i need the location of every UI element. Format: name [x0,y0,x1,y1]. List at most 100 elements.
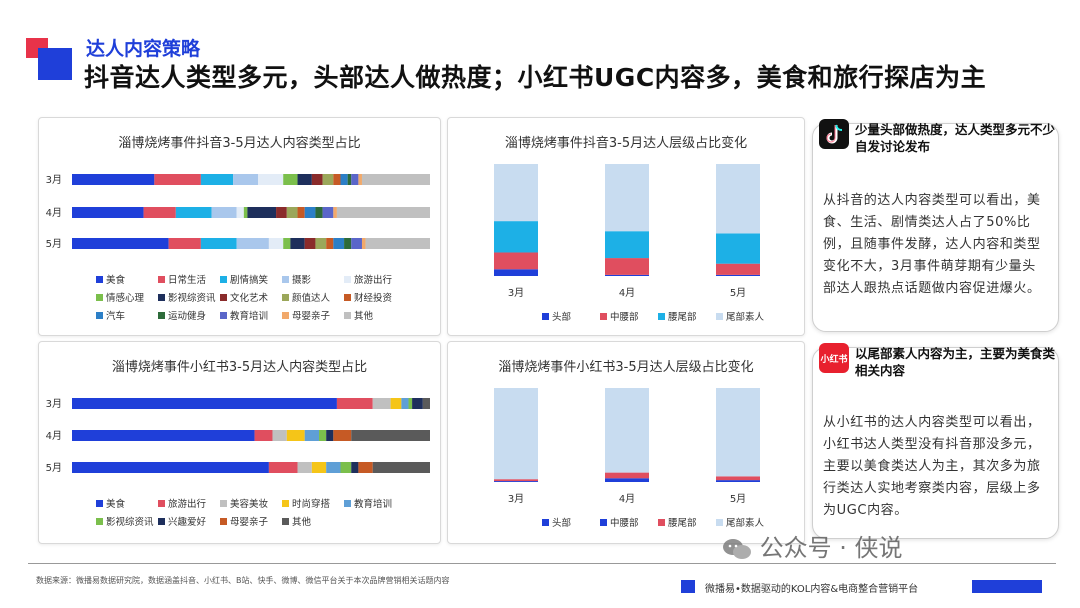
legend-label: 美容美妆 [230,498,269,510]
bar-segment [494,481,538,482]
bar-segment [304,238,316,249]
bar-segment [365,238,430,249]
bar-segment [494,221,538,253]
legend-label: 头部 [552,517,571,529]
bar-segment [716,388,760,477]
legend-label: 美食 [106,498,126,510]
bar-segment [276,207,287,218]
bar-segment [390,398,402,409]
legend-swatch [220,500,227,507]
douyin-content-type-chart: 淄博烧烤事件抖音3-5月达人内容类型占比 3月 4月 5月 美食 日常生活 剧情搞笑 摄影 旅… [38,117,441,336]
bar-segment [347,174,352,185]
bar-segment [361,174,430,185]
legend-label: 旅游出行 [168,498,207,510]
bar-segment [72,174,155,185]
bar-segment [340,462,352,473]
xiaohongshu-icon-text: 小红书 [820,354,848,365]
bar-segment [72,207,144,218]
bar-segment [290,238,305,249]
bar-segment [297,174,312,185]
legend-label: 文化艺术 [230,292,269,304]
section-subtitle: 达人内容策略 [86,38,201,60]
legend-swatch [282,276,289,283]
bar-segment [716,233,760,264]
legend-swatch [658,519,665,526]
legend-swatch [716,519,723,526]
decor-blue-square [38,48,72,80]
legend-label: 摄影 [292,274,312,286]
bar-segment [716,274,760,276]
bar-segment [340,174,348,185]
chart-title: 淄博烧烤事件小红书3-5月达人层级占比变化 [498,360,754,375]
legend-swatch [282,312,289,319]
bar-segment [311,174,323,185]
bar-segment [494,388,538,480]
bar-segment [358,462,373,473]
xhs-insight-card: 小红书 以尾部素人内容为主，主要为美食类相关内容 从小红书的达人内容类型可以看出… [812,343,1059,539]
legend-swatch [96,518,103,525]
legend-label: 中腰部 [610,311,639,323]
bar-segment [322,207,334,218]
legend-label: 其他 [292,516,312,528]
bar-segment [315,238,327,249]
bar-segment [351,238,362,249]
bar-segment [211,207,237,218]
legend-swatch [344,294,351,301]
card-body: 从小红书的达人内容类型可以看出，小红书达人类型没有抖音那没多元，主要以美食类达人… [823,415,1041,518]
legend-swatch [282,500,289,507]
bar-segment [243,207,248,218]
bar-segment [716,476,760,481]
legend-swatch [542,519,549,526]
bar-segment [716,164,760,234]
bar-segment [286,207,298,218]
legend-label: 中腰部 [610,517,639,529]
bar-segment [605,472,649,479]
bar-segment [311,462,327,473]
page-title: 抖音达人类型多元，头部达人做热度；小红书UGC内容多，美食和旅行探店为主 [84,63,987,92]
category-label: 5月 [730,287,746,299]
bar-segment [315,207,323,218]
bar-segment [247,207,277,218]
legend-label: 汽车 [106,310,125,322]
bar-segment [351,430,430,441]
bar-segment [326,238,334,249]
bar-segment [233,174,259,185]
bar-segment [605,231,649,259]
data-source-note: 数据来源：微播易数据研究院，数据涵盖抖音、小红书、B站、快手、微博、微信平台关于… [36,576,450,585]
legend-swatch [344,500,351,507]
legend-label: 美食 [106,274,126,286]
chart-title: 淄博烧烤事件小红书3-5月达人内容类型占比 [111,360,368,375]
bar-segment [605,274,649,276]
card-heading: 少量头部做热度，达人类型多元不少自发讨论发布 [855,122,1056,154]
legend-label: 腰尾部 [668,517,697,529]
legend-swatch [96,294,103,301]
chart-title: 淄博烧烤事件抖音3-5月达人层级占比变化 [504,136,748,151]
footer-brand: 微播易•数据驱动的KOL内容&电商整合营销平台 [705,584,919,595]
legend-swatch [220,294,227,301]
footer-divider [28,563,1056,564]
bar-segment [322,174,334,185]
bar-segment [401,398,409,409]
category-label: 3月 [508,493,524,505]
bar-segment [333,238,345,249]
category-label: 3月 [46,174,62,186]
legend-swatch [220,312,227,319]
legend-label: 时尚穿搭 [292,498,331,510]
legend-label: 尾部素人 [726,517,765,529]
bar-segment [372,462,430,473]
legend-swatch [158,500,165,507]
legend-label: 日常生活 [168,274,207,286]
watermark-text: 公众号 · 侠说 [759,534,903,562]
legend-swatch [96,500,103,507]
tiktok-icon [819,119,849,149]
bar-segment [358,174,362,185]
bar-segment [168,238,201,249]
bar-segment [72,398,337,409]
legend-swatch [220,518,227,525]
category-label: 4月 [619,287,635,299]
legend-label: 运动健身 [168,310,206,322]
legend-swatch [344,312,351,319]
bar-segment [716,480,760,482]
